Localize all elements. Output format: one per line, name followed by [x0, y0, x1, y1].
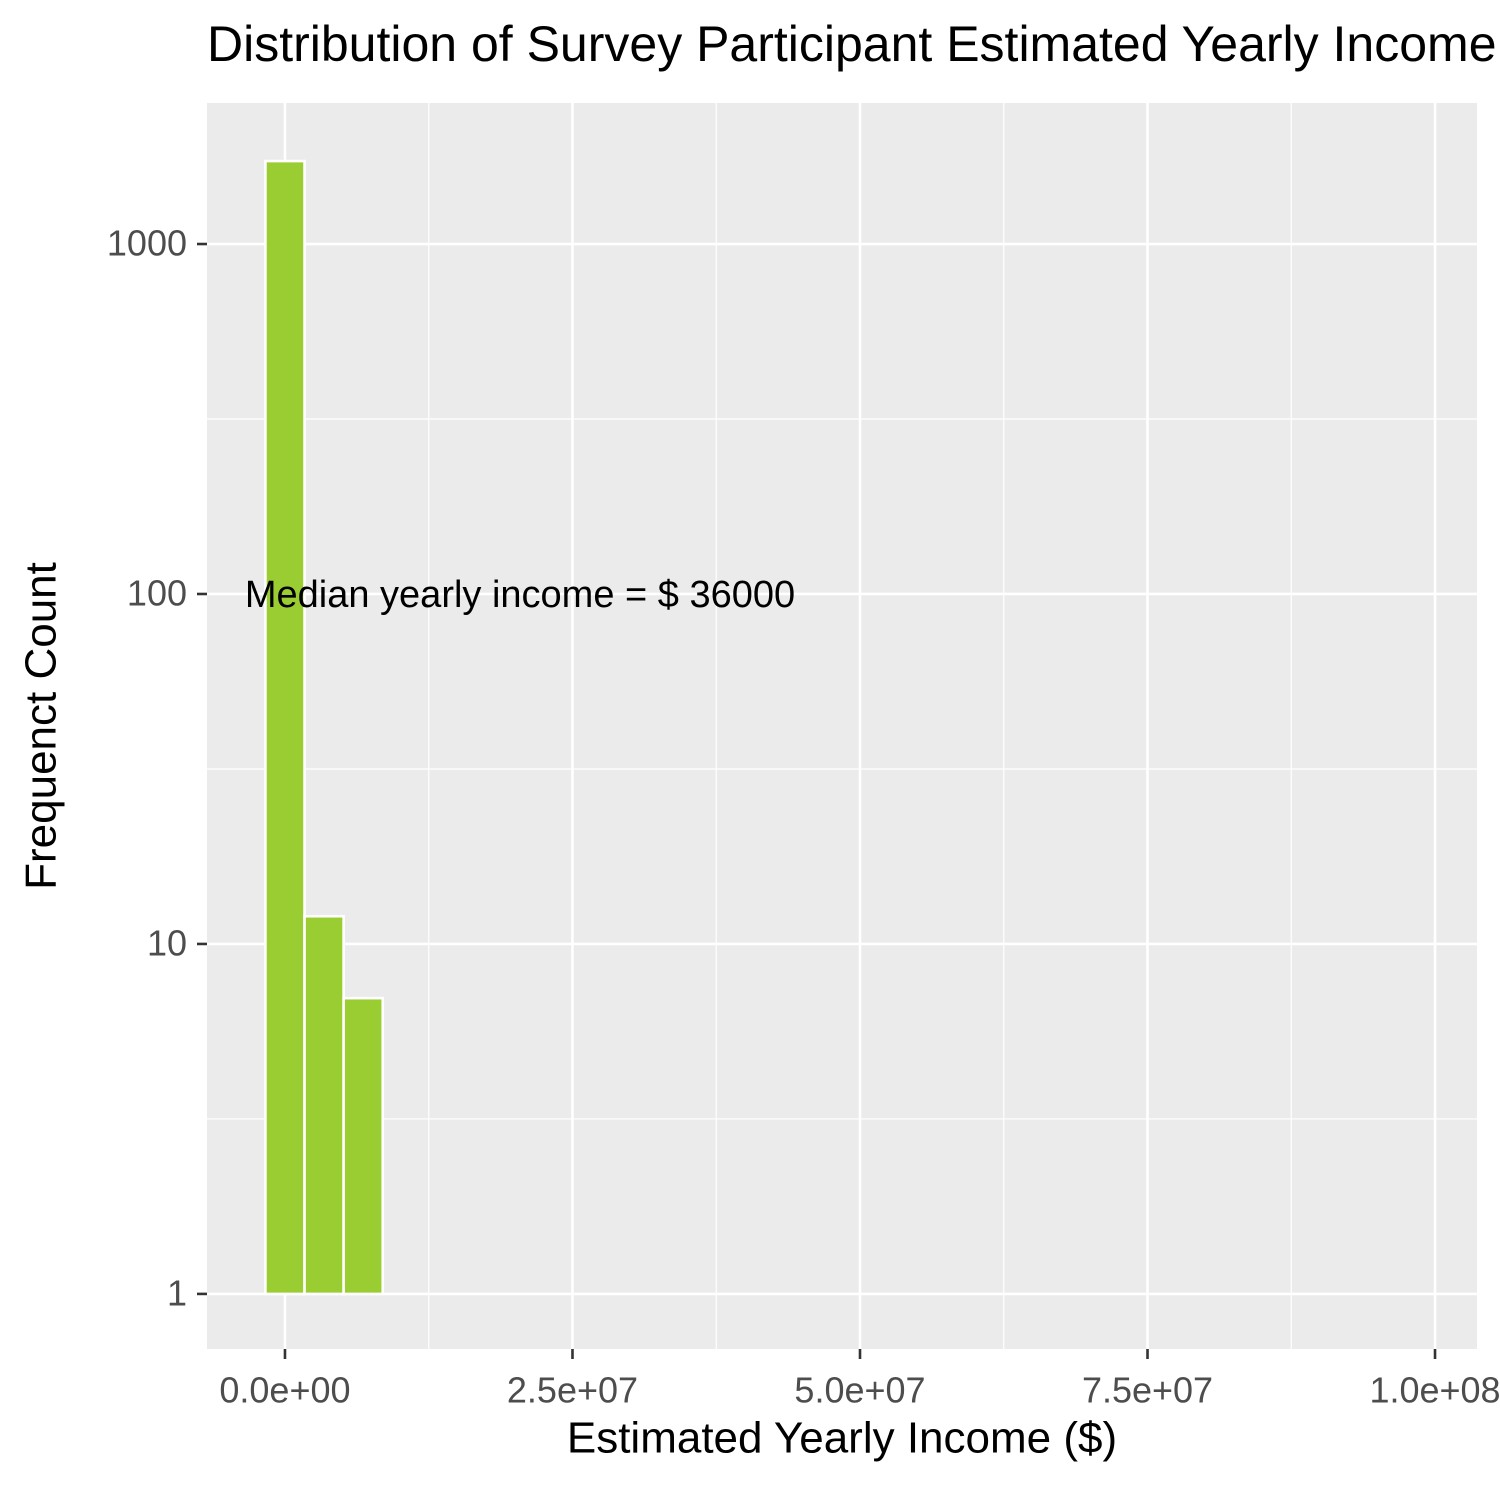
y-axis-title: Frequenct Count: [17, 562, 66, 890]
x-tick-label: 5.0e+07: [794, 1370, 925, 1411]
x-tick-label: 1.0e+08: [1369, 1370, 1500, 1411]
y-tick-label: 100: [127, 573, 187, 614]
bar: [342, 996, 385, 1296]
x-tick-label: 0.0e+00: [219, 1370, 350, 1411]
chart-title: Distribution of Survey Participant Estim…: [207, 16, 1497, 72]
x-tick-label: 7.5e+07: [1082, 1370, 1213, 1411]
panel-background: [207, 103, 1477, 1349]
y-tick-label: 1000: [107, 223, 187, 264]
axes: 1 10 100 1000 0.0e+00 2.5e+07 5.0e+07 7.5e+07 1.…: [107, 223, 1500, 1411]
annotation: Median yearly income = $ 36000: [245, 574, 795, 616]
y-tick-label: 1: [167, 1272, 187, 1313]
bar: [303, 914, 345, 1296]
bar: [264, 159, 306, 1296]
x-tick-label: 2.5e+07: [507, 1370, 638, 1411]
y-tick-label: 10: [147, 922, 187, 963]
x-axis-title: Estimated Yearly Income ($): [567, 1414, 1117, 1463]
bars: [264, 159, 385, 1296]
annotation-group: Median yearly income = $ 36000: [245, 574, 795, 616]
